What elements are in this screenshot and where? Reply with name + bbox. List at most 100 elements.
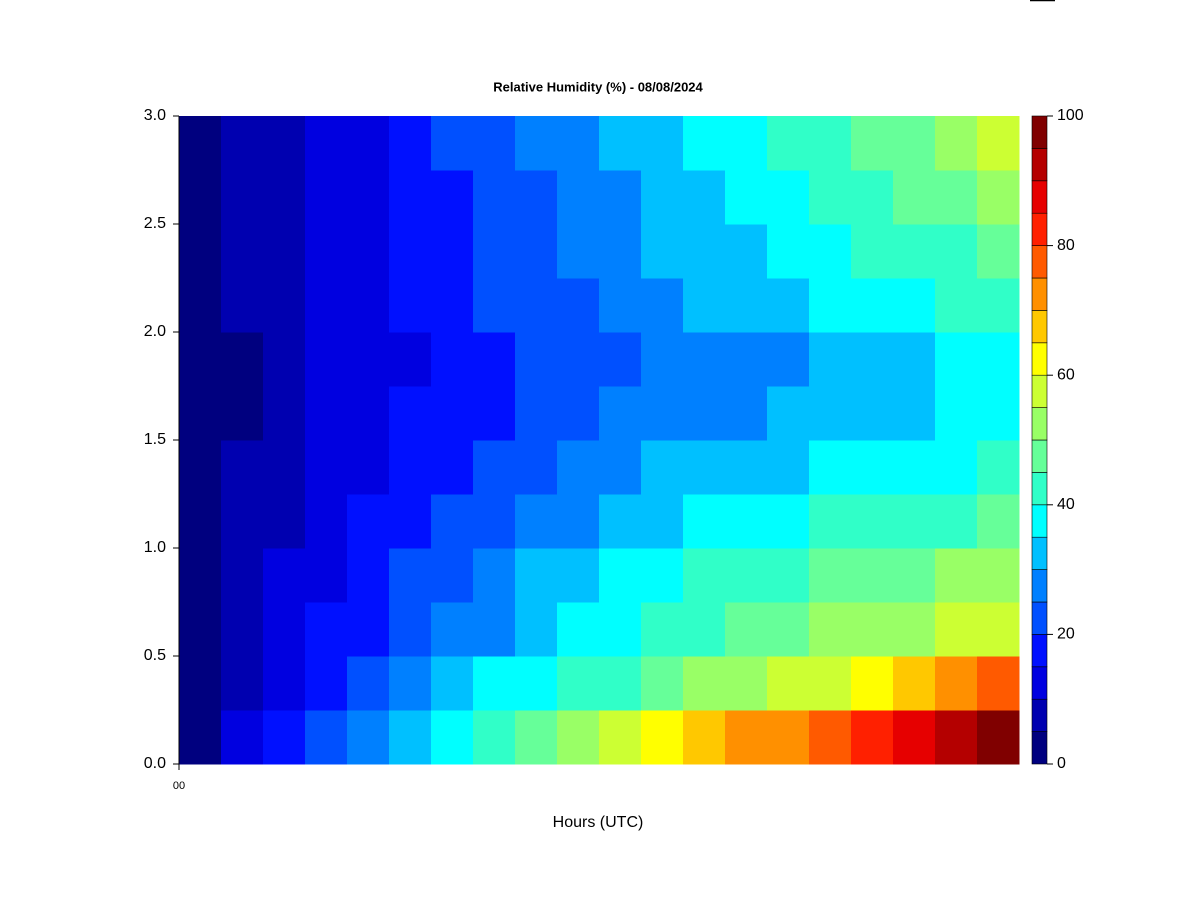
contour-cell <box>725 494 768 549</box>
colorbar-level <box>1031 698 1048 732</box>
contour-cell <box>851 386 894 441</box>
contour-cell <box>935 548 978 603</box>
contour-cell <box>683 548 726 603</box>
contour-cell <box>347 548 390 603</box>
colorbar-level <box>1031 310 1048 344</box>
contour-cell <box>263 278 306 333</box>
contour-cell <box>851 548 894 603</box>
contour-cell <box>515 116 558 171</box>
contour-cell <box>389 224 432 279</box>
contour-cell <box>515 656 558 711</box>
contour-cell <box>389 710 432 765</box>
contour-cell <box>305 116 348 171</box>
contour-cell <box>641 332 684 387</box>
contour-cell <box>893 224 936 279</box>
contour-cell <box>851 656 894 711</box>
colorbar-level <box>1031 342 1048 376</box>
contour-cell <box>935 332 978 387</box>
colorbar-level <box>1031 277 1048 311</box>
contour-cell <box>599 602 642 657</box>
contour-cell <box>515 548 558 603</box>
contour-cell <box>221 386 264 441</box>
contour-cell <box>221 440 264 495</box>
contour-cell <box>767 548 810 603</box>
contour-cell <box>389 386 432 441</box>
y-tick-label: 3.0 <box>144 107 166 124</box>
contour-cell <box>557 224 600 279</box>
contour-cell <box>557 602 600 657</box>
colorbar-tick-label: 0 <box>1057 755 1066 772</box>
contour-cell <box>893 332 936 387</box>
colorbar-tick-label: 100 <box>1057 107 1084 124</box>
contour-cell <box>977 224 1020 279</box>
colorbar-level <box>1031 472 1048 506</box>
contour-cell <box>179 116 222 171</box>
contour-cell <box>935 602 978 657</box>
contour-cell <box>809 116 852 171</box>
contour-cell <box>641 710 684 765</box>
contour-cell <box>893 440 936 495</box>
contour-cell <box>263 170 306 225</box>
contour-cell <box>515 170 558 225</box>
contour-cell <box>557 386 600 441</box>
contour-cell <box>431 548 474 603</box>
contour-cell <box>935 386 978 441</box>
contour-cell <box>641 278 684 333</box>
contour-cell <box>263 656 306 711</box>
contour-cell <box>809 332 852 387</box>
contour-cell <box>263 386 306 441</box>
contour-cell <box>683 170 726 225</box>
contour-cell <box>473 494 516 549</box>
contour-cell <box>305 278 348 333</box>
contour-cell <box>977 116 1020 171</box>
contour-cell <box>977 602 1020 657</box>
contour-cell <box>431 224 474 279</box>
contour-cell <box>641 548 684 603</box>
contour-cell <box>683 386 726 441</box>
contour-cell <box>515 602 558 657</box>
contour-cell <box>515 710 558 765</box>
contour-cell <box>305 602 348 657</box>
y-tick-label: 2.0 <box>144 323 166 340</box>
contour-cell <box>809 494 852 549</box>
contour-cell <box>347 278 390 333</box>
colorbar-level <box>1031 374 1048 408</box>
contour-cell <box>683 710 726 765</box>
contour-cell <box>599 224 642 279</box>
contour-cell <box>767 656 810 711</box>
contour-cell <box>809 224 852 279</box>
contour-cell <box>389 278 432 333</box>
colorbar-level <box>1031 731 1048 765</box>
contour-cell <box>179 656 222 711</box>
contour-cell <box>767 386 810 441</box>
contour-cell <box>935 656 978 711</box>
contour-cell <box>599 116 642 171</box>
contour-cell <box>725 116 768 171</box>
contour-cell <box>389 116 432 171</box>
contour-cell <box>473 278 516 333</box>
contour-cell <box>179 440 222 495</box>
contour-cell <box>641 602 684 657</box>
contour-cell <box>431 170 474 225</box>
y-tick-label: 0.5 <box>144 647 166 664</box>
contour-cell <box>851 224 894 279</box>
contour-cell <box>851 116 894 171</box>
contour-cell <box>179 170 222 225</box>
contour-cell <box>599 710 642 765</box>
contour-cell <box>809 602 852 657</box>
contour-cell <box>221 170 264 225</box>
contour-cell <box>725 224 768 279</box>
contour-cell <box>935 440 978 495</box>
contour-cell <box>221 710 264 765</box>
contour-cell <box>179 224 222 279</box>
contour-cell <box>305 332 348 387</box>
contour-cell <box>641 116 684 171</box>
contour-cell <box>473 710 516 765</box>
contour-cell <box>641 440 684 495</box>
contour-cell <box>725 278 768 333</box>
contour-cell <box>515 224 558 279</box>
contour-cell <box>305 656 348 711</box>
y-tick-label: 1.0 <box>144 539 166 556</box>
contour-cell <box>851 170 894 225</box>
